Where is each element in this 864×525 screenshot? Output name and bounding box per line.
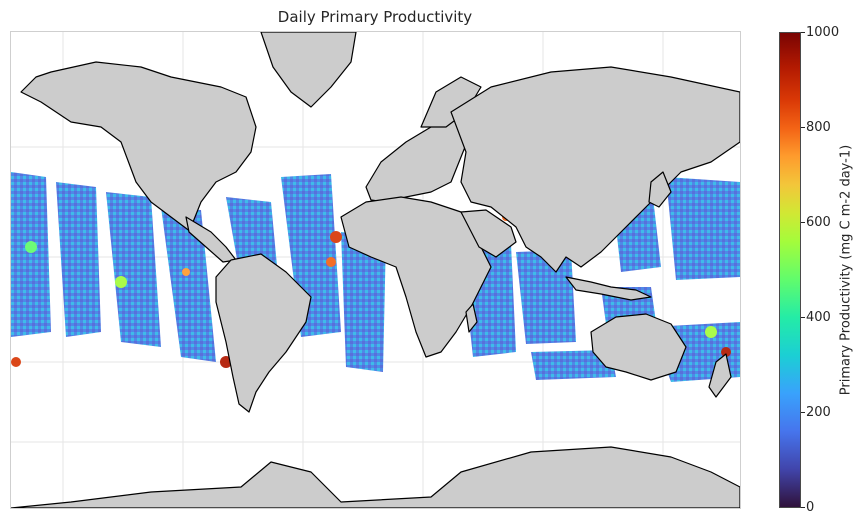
- asia: [450, 66, 740, 273]
- map-title: Daily Primary Productivity: [277, 8, 473, 26]
- colorbar-tickmark: [801, 32, 805, 33]
- colorbar: [779, 32, 801, 508]
- africa: [340, 196, 492, 358]
- south-america: [215, 253, 312, 413]
- colorbar-tickmark: [801, 317, 805, 318]
- colorbar-tick-label: 200: [806, 405, 831, 420]
- colorbar-tickmark: [801, 127, 805, 128]
- madagascar: [465, 303, 478, 333]
- colorbar-label: Primary Productivity (mg C m-2 day-1): [838, 144, 854, 396]
- colorbar-tick-label: 0: [806, 500, 815, 515]
- japan: [648, 171, 672, 208]
- indonesia: [565, 276, 652, 301]
- colorbar-tickmark: [801, 412, 805, 413]
- arabia: [460, 209, 517, 258]
- map-plot-area[interactable]: [10, 31, 741, 509]
- world-map[interactable]: [11, 32, 740, 508]
- land-masses: [11, 32, 740, 508]
- new-zealand: [708, 353, 732, 398]
- colorbar-tickmark: [801, 222, 805, 223]
- colorbar-tickmark: [801, 507, 805, 508]
- greenland: [260, 32, 357, 108]
- colorbar-tick-label: 800: [806, 120, 831, 135]
- colorbar-tick-label: 400: [806, 310, 831, 325]
- colorbar-tick-label: 600: [806, 215, 831, 230]
- scandinavia: [420, 76, 482, 128]
- australia: [590, 313, 687, 381]
- colorbar-tick-label: 1000: [806, 25, 840, 40]
- antarctica: [11, 446, 740, 508]
